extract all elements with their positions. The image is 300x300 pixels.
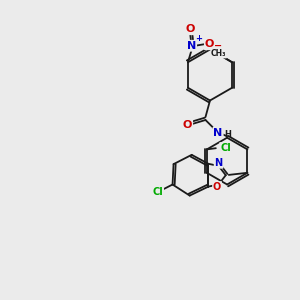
Text: N: N [187, 41, 196, 51]
Text: O: O [183, 119, 192, 130]
Text: N: N [214, 158, 223, 168]
Text: O: O [185, 24, 195, 34]
Text: Cl: Cl [152, 187, 163, 197]
Text: +: + [196, 34, 202, 43]
Text: Cl: Cl [220, 143, 231, 153]
Text: O: O [205, 39, 214, 49]
Text: H: H [224, 130, 231, 139]
Text: O: O [213, 182, 221, 192]
Text: N: N [214, 128, 223, 138]
Text: −: − [214, 41, 223, 51]
Text: CH₃: CH₃ [211, 49, 226, 58]
